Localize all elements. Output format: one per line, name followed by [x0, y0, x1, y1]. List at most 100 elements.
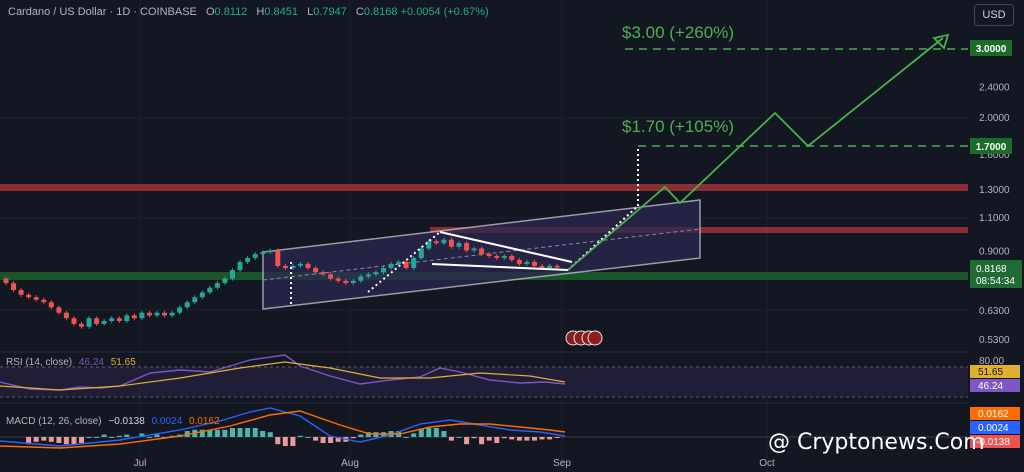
- candle-body: [169, 312, 175, 316]
- candle-body: [184, 302, 190, 308]
- candle-body: [328, 274, 334, 279]
- time-tick-label: Jul: [134, 458, 147, 469]
- currency-button[interactable]: USD: [974, 4, 1014, 26]
- price-tick-label: 0.5300: [979, 335, 1010, 346]
- macd-histogram-bar: [539, 437, 545, 440]
- candle-body: [396, 261, 402, 264]
- candle-body: [524, 261, 530, 264]
- economic-events-icon[interactable]: [565, 330, 603, 346]
- candle-body: [11, 283, 17, 290]
- current-price-tag-bg: [970, 260, 1022, 288]
- macd-histogram-bar: [305, 437, 311, 438]
- rsi-legend[interactable]: RSI (14, close) 46.24 51.65: [6, 357, 136, 368]
- macd-histogram-bar: [79, 437, 84, 443]
- target-tag-2-bg: [970, 40, 1012, 56]
- candle-body: [388, 263, 394, 268]
- candle-body: [207, 287, 213, 293]
- candle-body: [539, 265, 545, 268]
- macd-histogram-bar: [532, 437, 537, 441]
- macd-histogram-bar: [365, 432, 371, 437]
- close-label: C: [355, 6, 364, 18]
- candle-body: [56, 307, 62, 313]
- open-label: O: [205, 6, 215, 18]
- candle-body: [282, 265, 288, 268]
- rsi-title: RSI (14, close): [6, 357, 73, 368]
- macd-histogram-bar: [33, 437, 39, 442]
- macd-histogram-bar: [41, 437, 47, 441]
- candle-body: [290, 265, 296, 268]
- time-axis[interactable]: Jul Aug Sep Oct: [134, 458, 775, 469]
- candle-body: [267, 250, 273, 253]
- macd-histogram-bar: [86, 437, 92, 438]
- time-tick-label: Aug: [341, 458, 359, 469]
- price-axis[interactable]: 0.5300 0.6300 0.9000 1.1000 1.3000 1.6000 2.00…: [979, 45, 1010, 346]
- candle-body: [448, 239, 454, 247]
- candle-body: [245, 258, 251, 262]
- macd-histogram-bar: [207, 429, 213, 437]
- macd-histogram-bar: [547, 437, 553, 440]
- cryptonews-watermark: @ Cryptonews.Com: [768, 430, 985, 455]
- macd-histogram-bar: [464, 437, 470, 445]
- dotted-move-2: [367, 231, 441, 293]
- macd-histogram-bar: [433, 428, 439, 437]
- price-tick-label: 0.9000: [979, 246, 1010, 257]
- rsi-band: [0, 367, 968, 397]
- macd-signal-value: 0.0162: [188, 416, 220, 427]
- candle-body: [146, 312, 152, 316]
- target-label-1: $3.00 (+260%): [622, 23, 734, 42]
- macd-hist-value: −0.0138: [108, 416, 145, 427]
- candle-body: [343, 280, 349, 283]
- macd-histogram-bar: [146, 437, 152, 438]
- macd-histogram-bar: [222, 429, 228, 437]
- candle-body: [554, 265, 560, 268]
- target-tag-1-bg: [970, 138, 1012, 154]
- macd-histogram-bar: [358, 434, 364, 437]
- target-tag-1: 1.7000: [976, 142, 1007, 153]
- rsi-axis-top: 80.00: [979, 356, 1004, 367]
- candle-body: [162, 312, 167, 316]
- macd-histogram-bar: [101, 434, 107, 437]
- candle-body: [192, 297, 198, 303]
- rsi-tag-1-bg: [970, 379, 1020, 392]
- candle-body: [101, 321, 107, 324]
- candle-body: [33, 297, 39, 300]
- candle-body: [139, 312, 145, 319]
- candle-body: [350, 280, 356, 283]
- candle-body: [426, 241, 432, 249]
- candle-body: [547, 265, 553, 268]
- candle-body: [131, 315, 137, 319]
- macd-histogram-bar: [426, 428, 432, 437]
- change-value: +0.0054 (+0.67%): [400, 6, 489, 18]
- candle-body: [411, 258, 417, 268]
- macd-histogram-bar: [335, 437, 341, 442]
- high-value: 0.8451: [264, 6, 299, 18]
- rsi-value-2: 51.65: [110, 357, 136, 368]
- symbol-title[interactable]: Cardano / US Dollar · 1D · COINBASE: [8, 6, 197, 18]
- macd-histogram-bar: [501, 437, 507, 439]
- macd-legend[interactable]: MACD (12, 26, close) −0.0138 0.0024 0.01…: [6, 416, 220, 427]
- candle-body: [230, 270, 235, 279]
- high-label: H: [256, 6, 265, 18]
- macd-histogram-bar: [252, 428, 258, 437]
- candle-body: [464, 243, 470, 251]
- candle-body: [403, 261, 409, 268]
- falling-wedge-top: [439, 231, 573, 263]
- macd-title: MACD (12, 26, close): [6, 416, 102, 427]
- candle-body: [79, 323, 84, 327]
- open-value: 0.8112: [214, 6, 248, 18]
- candle-body: [297, 263, 303, 266]
- macd-histogram-bar: [328, 437, 334, 443]
- candle-body: [441, 239, 447, 244]
- candle-body: [48, 302, 54, 308]
- chart-header: Cardano / US Dollar · 1D · COINBASE O0.8…: [8, 6, 489, 18]
- candle-body: [418, 248, 424, 258]
- macd-histogram-bar: [154, 434, 160, 437]
- candle-body: [335, 278, 341, 281]
- candle-body: [456, 243, 462, 247]
- price-tick-label: 2.0000: [979, 113, 1010, 124]
- target-label-2: $1.70 (+105%): [622, 117, 734, 136]
- candle-body: [124, 315, 130, 321]
- macd-histogram-bar: [479, 437, 485, 445]
- candle-body: [358, 276, 364, 281]
